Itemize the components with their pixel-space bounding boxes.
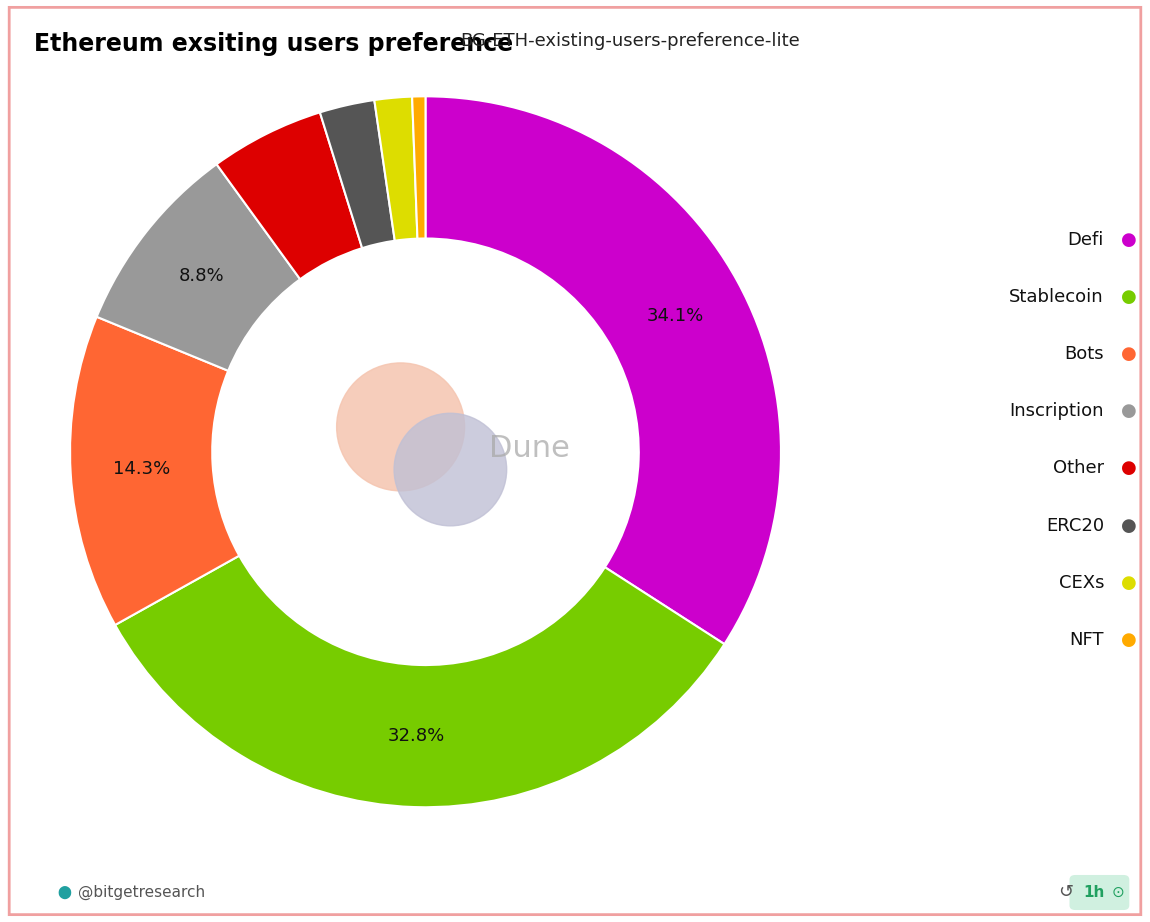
Circle shape [337,363,465,491]
Text: 34.1%: 34.1% [646,307,704,325]
Text: BG-ETH-existing-users-preference-lite: BG-ETH-existing-users-preference-lite [460,32,799,51]
Wedge shape [97,164,300,371]
Text: ●: ● [1121,516,1137,535]
Text: 8.8%: 8.8% [179,267,224,285]
Wedge shape [216,112,362,279]
Text: ⊙: ⊙ [1112,885,1125,900]
Text: Other: Other [1053,459,1104,478]
Wedge shape [115,556,724,808]
Text: @bitgetresearch: @bitgetresearch [78,885,206,900]
Text: ●: ● [1121,288,1137,306]
Text: 1h: 1h [1083,885,1105,900]
Text: ↺: ↺ [1058,883,1073,902]
Text: ●: ● [1121,631,1137,649]
Text: Stablecoin: Stablecoin [1010,288,1104,306]
Wedge shape [426,96,781,644]
Text: 14.3%: 14.3% [113,460,170,478]
Text: ●: ● [1121,230,1137,249]
Text: ERC20: ERC20 [1045,516,1104,535]
Text: CEXs: CEXs [1058,573,1104,592]
Text: ●: ● [1121,345,1137,363]
Wedge shape [374,97,417,241]
Wedge shape [320,100,394,248]
Text: NFT: NFT [1070,631,1104,649]
Text: Dune: Dune [490,433,570,463]
Text: ⬤: ⬤ [58,886,71,899]
Text: Bots: Bots [1065,345,1104,363]
Text: ●: ● [1121,402,1137,420]
Wedge shape [412,96,426,239]
Text: ●: ● [1121,573,1137,592]
Circle shape [394,413,507,526]
Text: Inscription: Inscription [1010,402,1104,420]
Text: 32.8%: 32.8% [388,727,445,745]
Text: Ethereum exsiting users preference: Ethereum exsiting users preference [34,32,514,56]
Wedge shape [70,317,239,625]
Text: Defi: Defi [1067,230,1104,249]
Text: ●: ● [1121,459,1137,478]
